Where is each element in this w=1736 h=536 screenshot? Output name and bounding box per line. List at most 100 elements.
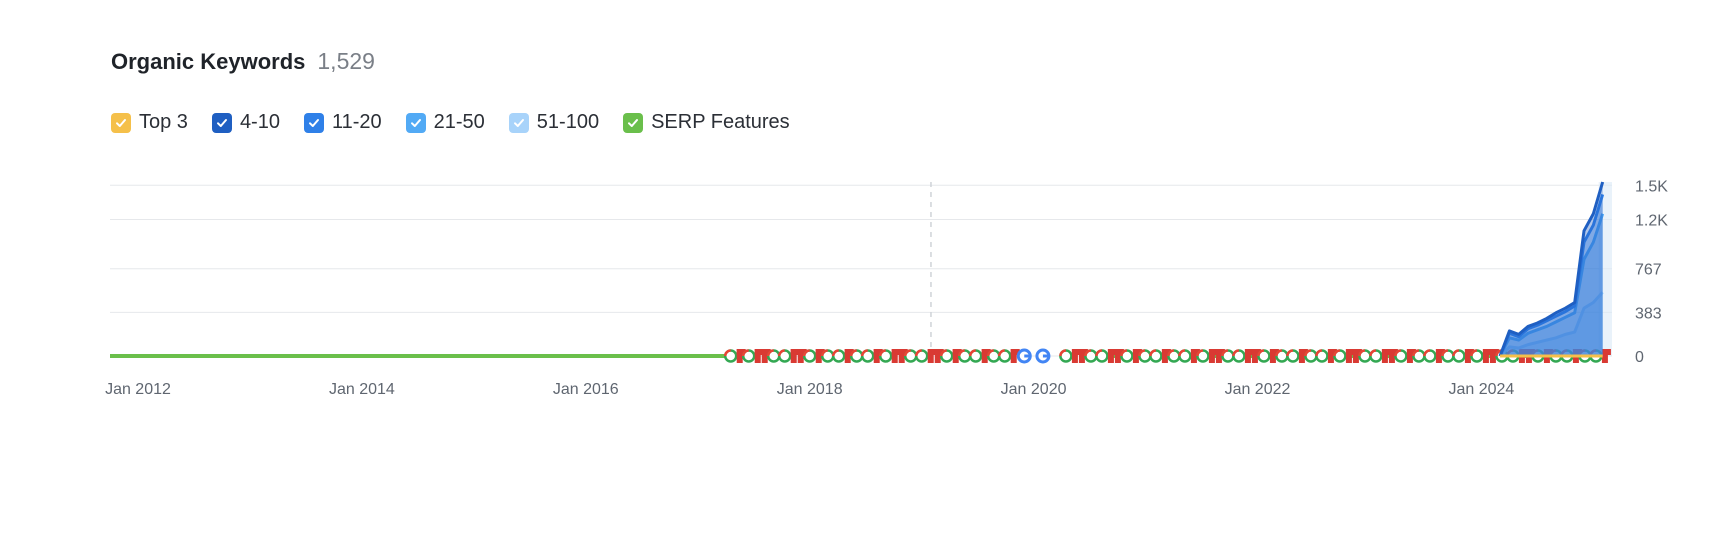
y-tick-label: 0	[1635, 349, 1644, 366]
google-marker	[831, 349, 839, 357]
x-tick-label: Jan 2018	[777, 381, 843, 398]
google-marker	[1120, 349, 1128, 357]
google-marker	[1059, 349, 1067, 357]
flag-marker	[873, 349, 883, 355]
y-tick-label: 1.5K	[1635, 178, 1668, 195]
y-tick-label: 383	[1635, 305, 1662, 322]
x-tick-label: Jan 2014	[329, 381, 395, 398]
flag-marker	[736, 349, 743, 363]
flag-marker	[1406, 349, 1416, 355]
flag-marker	[815, 349, 822, 363]
chart-header: Organic Keywords 1,529	[111, 48, 375, 75]
flag-marker	[981, 349, 991, 355]
flag-marker	[1489, 349, 1499, 355]
flag-marker	[1352, 349, 1359, 363]
flag-marker	[1406, 349, 1413, 363]
google-marker	[1084, 349, 1092, 357]
flag-marker	[1244, 349, 1254, 355]
legend-label: 11-20	[331, 111, 382, 133]
google-marker	[1412, 349, 1420, 357]
google-marker	[1138, 349, 1146, 357]
google-marker	[1452, 349, 1460, 357]
check-icon	[211, 112, 232, 133]
flag-marker	[927, 349, 934, 363]
google-marker	[766, 349, 774, 357]
google-marker	[986, 349, 994, 357]
flag-marker	[1388, 349, 1398, 355]
legend: Top 3 4-10 11-20 21-50 51-100 SERP Featu…	[111, 111, 814, 134]
flag-marker	[1078, 349, 1085, 363]
google-marker	[802, 349, 810, 357]
check-icon	[405, 112, 426, 133]
check-icon	[508, 112, 529, 133]
check-icon	[623, 112, 644, 133]
flag-marker	[1269, 349, 1276, 363]
series-line-11-20	[1498, 193, 1605, 357]
flag-marker	[754, 349, 761, 363]
flag-marker	[1464, 349, 1474, 355]
flag-marker	[1215, 349, 1225, 355]
google-marker	[860, 349, 868, 357]
flag-marker	[952, 349, 962, 355]
flag-marker	[1482, 349, 1492, 355]
google-marker	[1369, 349, 1377, 357]
flag-marker	[1215, 349, 1222, 363]
google-marker	[1304, 349, 1312, 357]
flag-marker	[844, 349, 854, 355]
x-tick-label: Jan 2012	[105, 381, 171, 398]
flag-marker	[1601, 349, 1611, 355]
flag-marker	[1388, 349, 1395, 363]
flag-marker	[1464, 349, 1471, 363]
google-marker	[1257, 349, 1265, 357]
google-marker	[1232, 349, 1240, 357]
flag-marker	[1251, 349, 1261, 355]
check-icon	[111, 112, 131, 133]
legend-label: SERP Features	[651, 111, 790, 133]
google-marker	[1167, 349, 1175, 357]
google-marker	[1286, 349, 1294, 357]
google-marker	[741, 349, 749, 357]
series-line-51-100	[1499, 291, 1604, 358]
google-marker	[777, 349, 785, 357]
flag-marker	[1518, 349, 1528, 355]
flag-marker	[1132, 349, 1142, 355]
flag-marker	[797, 349, 804, 363]
flag-marker	[1107, 349, 1114, 363]
legend-item-51-100[interactable]: 51-100	[508, 111, 600, 134]
flag-marker	[1078, 349, 1088, 355]
flag-marker	[1251, 349, 1258, 363]
flag-marker	[934, 349, 944, 355]
legend-label: 51-100	[536, 111, 600, 133]
flag-marker	[790, 349, 800, 355]
x-tick-label: Jan 2016	[553, 381, 619, 398]
flag-marker	[1482, 349, 1489, 363]
flag-marker	[754, 349, 764, 355]
legend-item-top-3[interactable]: Top 3	[111, 111, 188, 134]
google-marker	[1470, 349, 1478, 357]
chart-title: Organic Keywords	[111, 49, 306, 74]
google-marker	[957, 349, 965, 357]
flag-marker	[1327, 349, 1337, 355]
x-tick-label: Jan 2024	[1448, 381, 1514, 398]
flag-marker	[1190, 349, 1197, 363]
google-marker	[1358, 349, 1366, 357]
legend-label: 4-10	[239, 111, 280, 133]
legend-item-11-20[interactable]: 11-20	[303, 111, 382, 134]
legend-item-4-10[interactable]: 4-10	[211, 111, 280, 134]
series-area-4-10	[1500, 182, 1603, 356]
flag-marker	[1381, 349, 1388, 363]
flag-marker	[761, 349, 768, 363]
flag-marker	[873, 349, 880, 363]
google-marker	[1315, 349, 1323, 357]
series-line-4-10	[1498, 181, 1605, 357]
flag-marker	[1435, 349, 1442, 363]
google-marker	[1333, 349, 1341, 357]
legend-item-serp-features[interactable]: SERP Features	[623, 111, 790, 134]
google-marker	[903, 349, 911, 357]
flag-marker	[981, 349, 988, 363]
flag-marker	[1010, 349, 1017, 363]
legend-item-21-50[interactable]: 21-50	[405, 111, 485, 134]
google-marker	[878, 349, 886, 357]
flag-marker	[1381, 349, 1391, 355]
